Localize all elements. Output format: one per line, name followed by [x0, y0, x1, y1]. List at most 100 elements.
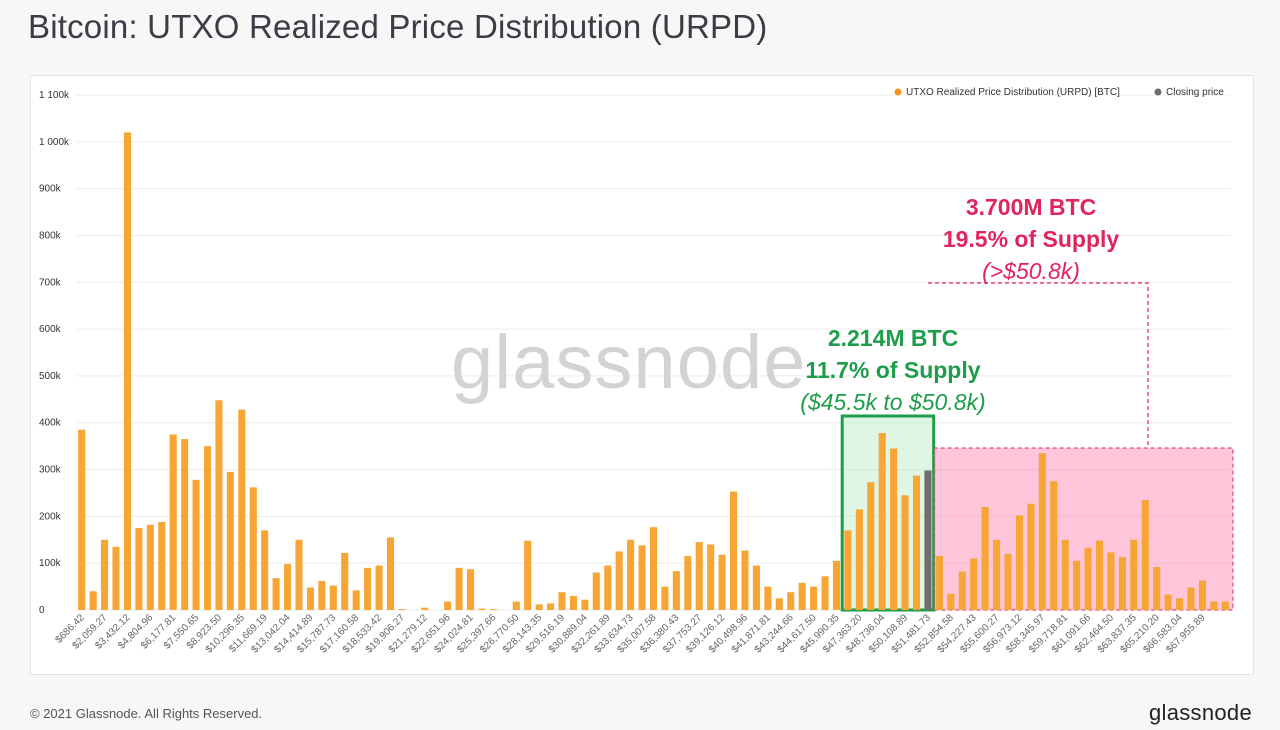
urpd-bar[interactable] [135, 528, 143, 610]
urpd-bar[interactable] [558, 592, 566, 610]
urpd-bar[interactable] [752, 565, 760, 610]
urpd-bar[interactable] [684, 556, 692, 610]
urpd-bar[interactable] [261, 530, 269, 610]
urpd-bar[interactable] [295, 539, 303, 610]
urpd-bar[interactable] [718, 554, 726, 610]
urpd-bar[interactable] [764, 586, 772, 610]
urpd-bar[interactable] [981, 507, 989, 610]
urpd-bar[interactable] [775, 598, 783, 610]
urpd-bar[interactable] [1050, 481, 1058, 610]
urpd-bar[interactable] [615, 551, 623, 610]
urpd-bar[interactable] [878, 433, 886, 610]
urpd-bar[interactable] [478, 608, 486, 610]
urpd-bar[interactable] [993, 539, 1001, 610]
urpd-bar[interactable] [649, 527, 658, 610]
urpd-bar[interactable] [855, 509, 863, 610]
urpd-bar[interactable] [146, 524, 154, 610]
urpd-bar[interactable] [386, 537, 395, 610]
urpd-bar[interactable] [89, 591, 97, 610]
urpd-bar[interactable] [1004, 553, 1012, 610]
urpd-bar[interactable] [592, 572, 600, 610]
urpd-bar[interactable] [1027, 503, 1035, 610]
urpd-bar[interactable] [1221, 601, 1229, 610]
urpd-bar[interactable] [935, 556, 943, 610]
urpd-bar[interactable] [1015, 515, 1023, 610]
urpd-bar[interactable] [398, 609, 406, 610]
urpd-bar[interactable] [181, 439, 189, 610]
urpd-bar[interactable] [958, 571, 966, 610]
urpd-bar[interactable] [318, 580, 326, 610]
urpd-bar[interactable] [375, 565, 383, 610]
urpd-bar[interactable] [158, 521, 166, 610]
urpd-bar[interactable] [455, 567, 463, 610]
urpd-bar[interactable] [421, 607, 429, 610]
urpd-bar[interactable] [821, 576, 829, 610]
urpd-bar[interactable] [1187, 587, 1195, 610]
urpd-bar[interactable] [810, 586, 818, 610]
urpd-bar[interactable] [489, 609, 497, 610]
urpd-bar[interactable] [1198, 580, 1206, 610]
urpd-bar[interactable] [569, 595, 577, 610]
urpd-bar[interactable] [1130, 539, 1138, 610]
urpd-bar[interactable] [1107, 552, 1115, 610]
urpd-bar[interactable] [867, 482, 875, 610]
urpd-bar[interactable] [661, 586, 669, 610]
urpd-bar[interactable] [604, 565, 612, 610]
urpd-bar[interactable] [1164, 594, 1172, 610]
urpd-bar[interactable] [203, 446, 212, 610]
urpd-bar[interactable] [123, 132, 132, 611]
urpd-bar[interactable] [169, 434, 177, 610]
legend-item-closing-price[interactable]: Closing price [1154, 87, 1225, 98]
urpd-bar[interactable] [272, 578, 280, 610]
urpd-bar[interactable] [1118, 557, 1126, 610]
urpd-bar[interactable] [1175, 598, 1184, 610]
urpd-bar[interactable] [1061, 539, 1069, 610]
urpd-bar[interactable] [341, 552, 349, 610]
urpd-bar[interactable] [512, 601, 520, 610]
urpd-bar[interactable] [547, 603, 555, 610]
urpd-bar[interactable] [192, 479, 200, 610]
urpd-bar[interactable] [730, 491, 738, 610]
urpd-bar[interactable] [215, 400, 223, 610]
urpd-bar[interactable] [1095, 540, 1104, 610]
urpd-bar[interactable] [535, 604, 543, 610]
urpd-bar[interactable] [112, 546, 120, 610]
urpd-bar[interactable] [466, 569, 475, 610]
urpd-bar[interactable] [798, 582, 806, 610]
urpd-bar[interactable] [787, 592, 795, 610]
urpd-bar[interactable] [306, 587, 314, 610]
footer-logo[interactable]: glassnode [1149, 700, 1252, 725]
urpd-bar[interactable] [352, 590, 360, 610]
urpd-bar[interactable] [284, 564, 292, 610]
urpd-bar[interactable] [695, 542, 703, 610]
urpd-bar[interactable] [249, 487, 257, 610]
urpd-bar[interactable] [672, 571, 680, 610]
urpd-bar[interactable] [238, 409, 246, 610]
urpd-bar[interactable] [78, 429, 86, 610]
urpd-bar[interactable] [1210, 601, 1218, 610]
urpd-bar[interactable] [101, 539, 109, 610]
urpd-bar[interactable] [912, 475, 921, 610]
urpd-bar[interactable] [901, 495, 909, 610]
urpd-bar[interactable] [1073, 560, 1081, 610]
urpd-bar[interactable] [970, 558, 978, 611]
urpd-bar[interactable] [832, 560, 841, 610]
urpd-bar[interactable] [1141, 499, 1149, 610]
closing-price-bar[interactable] [924, 470, 932, 610]
urpd-bar[interactable] [707, 544, 715, 610]
urpd-bar[interactable] [1038, 453, 1046, 610]
urpd-bar[interactable] [581, 599, 589, 610]
urpd-bar[interactable] [1084, 547, 1092, 610]
urpd-bar[interactable] [627, 539, 635, 610]
urpd-bar[interactable] [444, 601, 452, 610]
urpd-bar[interactable] [364, 567, 372, 610]
urpd-bar[interactable] [844, 530, 852, 610]
urpd-bar[interactable] [890, 448, 898, 610]
urpd-bar[interactable] [524, 540, 532, 610]
legend-item-urpd[interactable]: UTXO Realized Price Distribution (URPD) … [894, 87, 1121, 98]
urpd-bar[interactable] [638, 545, 646, 610]
urpd-bar[interactable] [947, 593, 955, 610]
urpd-bar[interactable] [226, 471, 234, 610]
urpd-bar[interactable] [741, 550, 749, 610]
urpd-bar[interactable] [329, 585, 337, 610]
